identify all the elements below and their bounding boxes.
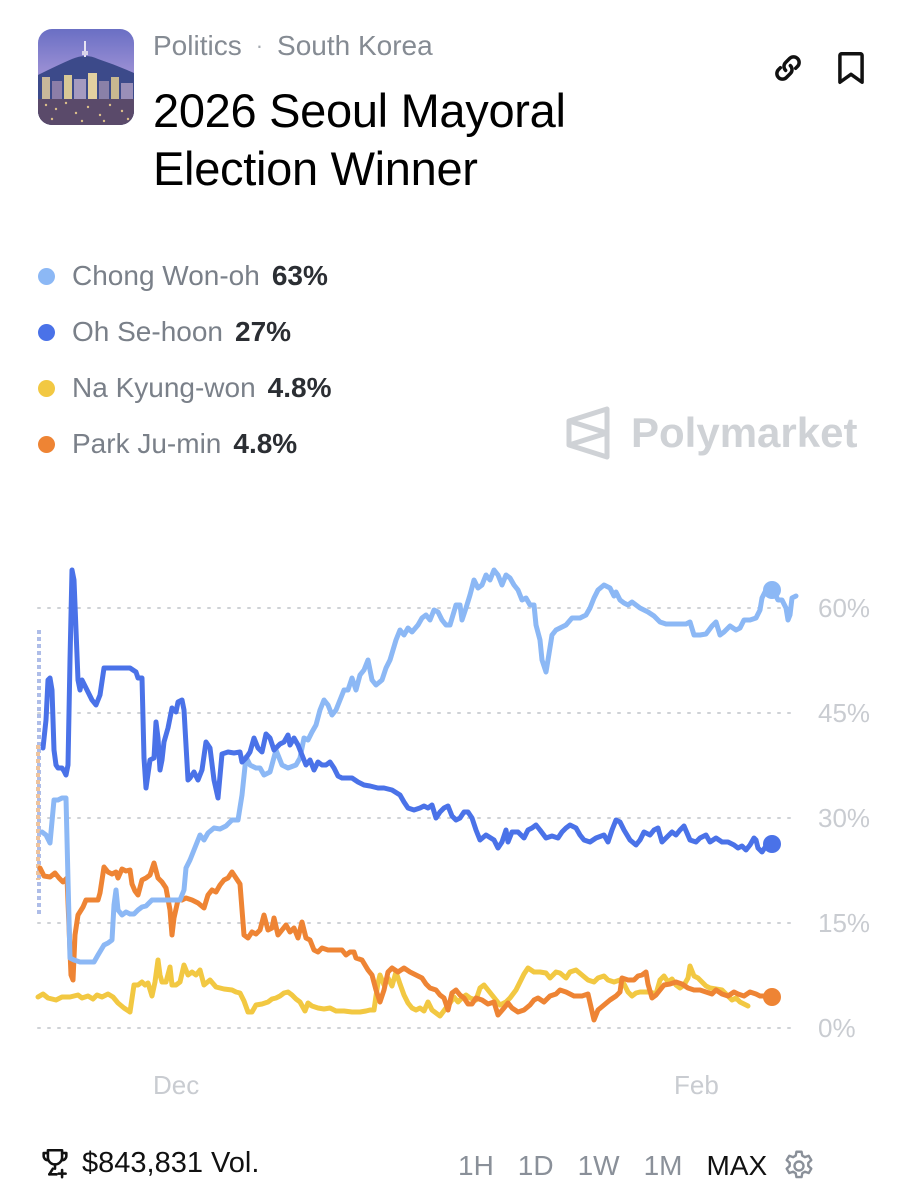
gear-icon: [785, 1150, 813, 1179]
legend-value: 27%: [235, 316, 292, 347]
polymarket-watermark: Polymarket: [563, 405, 857, 461]
price-chart[interactable]: 60% 45% 30% 15% 0% Dec Feb: [0, 560, 915, 1100]
legend-name: Na Kyung-won: [72, 372, 256, 403]
chart-plot: [35, 567, 799, 1029]
time-range-selector: 1H 1D 1W 1M MAX: [446, 1146, 819, 1186]
breadcrumb-separator: ·: [255, 33, 264, 58]
y-tick-15: 15%: [818, 908, 871, 938]
range-max-button[interactable]: MAX: [706, 1150, 768, 1181]
legend-dot-icon: [38, 435, 55, 453]
legend-dot-icon: [38, 267, 55, 285]
legend-value: 4.8%: [233, 428, 298, 459]
seoul-skyline-image: [38, 29, 134, 125]
park-ju-min-endpoint: [763, 988, 781, 1006]
legend-item-na-kyung-won[interactable]: Na Kyung-won 4.8%: [38, 360, 331, 416]
legend-value: 63%: [271, 260, 328, 291]
breadcrumb-south-korea[interactable]: South Korea: [277, 30, 433, 61]
gridlines: [37, 607, 796, 1029]
breadcrumb-politics[interactable]: Politics: [153, 30, 242, 61]
legend-name: Chong Won-oh: [72, 260, 260, 291]
market-thumbnail: [38, 29, 134, 125]
legend-value: 4.8%: [267, 372, 332, 403]
y-tick-0: 0%: [818, 1013, 856, 1043]
chart-legend: Chong Won-oh 63% Oh Se-hoon 27% Na Kyung…: [38, 248, 331, 472]
x-tick-feb: Feb: [674, 1070, 719, 1100]
oh-se-hoon-endpoint: [763, 835, 781, 853]
legend-item-park-ju-min[interactable]: Park Ju-min 4.8%: [38, 416, 331, 472]
legend-dot-icon: [38, 323, 55, 341]
market-title: 2026 Seoul Mayoral Election Winner: [153, 84, 566, 195]
range-1d-button[interactable]: 1D: [517, 1150, 554, 1181]
series-park-ju-min: [37, 860, 769, 1023]
trophy-icon: [42, 1148, 68, 1179]
range-1w-button[interactable]: 1W: [577, 1150, 620, 1181]
polymarket-logo-icon: [566, 406, 610, 460]
y-tick-30: 30%: [818, 803, 871, 833]
y-tick-60: 60%: [818, 593, 871, 623]
series-oh-se-hoon: [40, 567, 769, 855]
watermark-text: Polymarket: [631, 409, 858, 456]
link-icon: [775, 55, 801, 81]
volume-value: $843,831 Vol.: [82, 1146, 260, 1179]
range-1m-button[interactable]: 1M: [643, 1150, 683, 1181]
bookmark-button[interactable]: [831, 48, 871, 88]
bookmark-icon: [838, 52, 864, 84]
x-tick-dec: Dec: [153, 1070, 200, 1100]
legend-name: Oh Se-hoon: [72, 316, 223, 347]
legend-item-chong-won-oh[interactable]: Chong Won-oh 63%: [38, 248, 331, 304]
series-na-kyung-won: [35, 957, 751, 1019]
legend-dot-icon: [38, 379, 55, 397]
legend-item-oh-se-hoon[interactable]: Oh Se-hoon 27%: [38, 304, 331, 360]
y-tick-45: 45%: [818, 698, 871, 728]
series-chong-won-oh: [39, 567, 799, 965]
range-1h-button[interactable]: 1H: [458, 1150, 494, 1181]
chong-won-oh-endpoint: [763, 581, 781, 599]
breadcrumb: Politics · South Korea: [153, 30, 433, 62]
chart-settings-button[interactable]: [779, 1146, 819, 1186]
copy-link-button[interactable]: [768, 48, 808, 88]
legend-name: Park Ju-min: [72, 428, 222, 459]
chart-footer: $843,831 Vol. 1H 1D 1W 1M MAX: [0, 1138, 915, 1190]
volume-display: $843,831 Vol.: [38, 1146, 259, 1180]
market-header: Politics · South Korea 2026 Seoul Mayora…: [0, 0, 915, 210]
